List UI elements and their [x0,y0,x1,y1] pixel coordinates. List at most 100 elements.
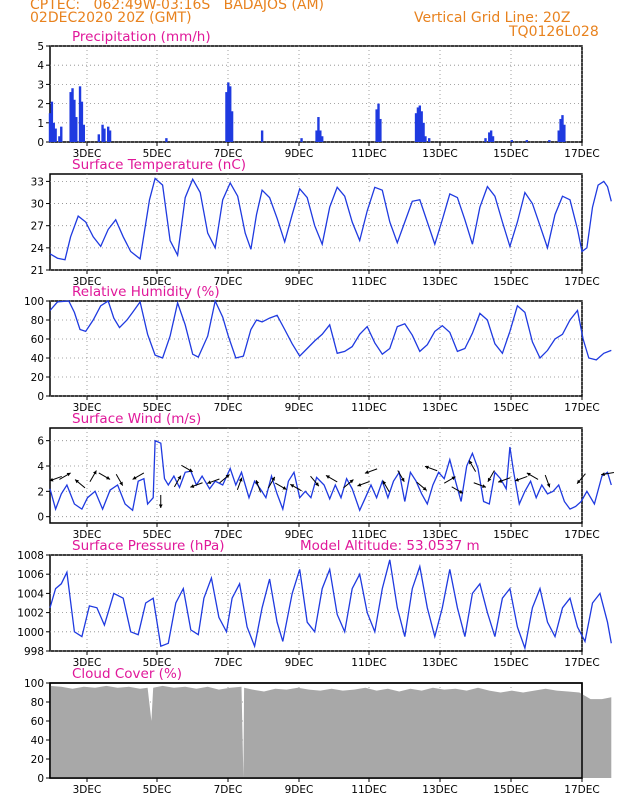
y-tick-label: 3 [37,79,44,91]
panel-frame [49,45,583,143]
x-tick-label: 9DEC [285,148,314,160]
precip-bar [227,82,230,142]
panel-press [46,554,612,655]
wind-arrow [190,482,203,488]
panel-annotation: Model Altitude: 53.0537 m [300,538,480,554]
wind-arrow-head [66,472,71,477]
y-tick-label: 33 [31,176,44,188]
y-tick-label: 1004 [17,588,44,600]
x-tick-label: 11DEC [351,784,386,796]
y-tick-label: 1006 [17,569,44,581]
x-tick-label: 15DEC [493,402,528,414]
wind-arrow-head [458,489,463,494]
wind-arrow [89,470,97,483]
x-tick-label: 15DEC [493,657,528,669]
y-tick-label: 20 [31,754,44,766]
precip-bar [424,136,427,142]
precip-bar [101,124,104,142]
precip-bar [60,126,63,142]
wind-arrow-head [357,482,362,487]
precip-bar [422,122,425,142]
y-tick-label: 21 [31,265,44,277]
panel-wind [46,427,615,527]
x-tick-label: 13DEC [422,148,457,160]
panel-title: Surface Pressure (hPa) [72,538,225,554]
x-tick-label: 11DEC [351,657,386,669]
y-tick-label: 80 [31,697,44,709]
wind-arrow-head [349,479,354,484]
wind-arrow-head [469,460,473,465]
panel-frame [49,427,583,524]
x-tick-label: 13DEC [422,657,457,669]
wind-arrow-head [487,477,492,482]
y-tick-label: 2 [37,99,44,111]
precip-bar [260,130,264,142]
wind-arrow [158,494,163,508]
panel-title: Surface Temperature (nC) [72,157,246,173]
x-tick-label: 11DEC [351,276,386,288]
precip-bar [71,88,74,142]
wind-arrow-head [451,476,456,481]
wind-arrow [514,475,528,482]
y-tick-label: 40 [31,353,44,365]
precip-bar [165,138,168,142]
precip-bar [80,101,84,142]
wind-arrow [473,482,487,488]
x-tick-label: 5DEC [143,657,172,669]
series-line [49,439,612,513]
wind-arrow [382,480,390,493]
wind-arrow-head [422,486,427,491]
wind-arrow [59,472,71,480]
x-tick-label: 5DEC [143,276,172,288]
precip-bar [69,92,72,142]
wind-arrow-head [601,472,605,477]
wind-arrow [219,474,230,484]
x-tick-label: 3DEC [73,784,102,796]
wind-arrow-head [526,472,531,477]
wind-arrow-head [325,475,330,479]
wind-arrow [236,477,243,491]
wind-arrow [181,464,193,473]
x-tick-label: 17DEC [564,784,599,796]
x-tick-label: 13DEC [422,784,457,796]
x-tick-label: 11DEC [351,402,386,414]
precip-bar [315,130,318,142]
precip-bar [52,122,55,142]
wind-arrow-head [515,477,520,482]
wind-arrow [601,471,615,477]
precip-bar [563,124,566,142]
wind-arrow-head [400,477,405,482]
y-tick-label: 0 [37,773,44,785]
y-tick-label: 40 [31,735,44,747]
panel-rh [46,298,612,400]
wind-arrow-head [177,475,181,480]
wind-arrow [343,479,354,489]
precip-bar [48,113,52,142]
wind-arrow [74,479,86,489]
precip-bar [317,117,320,142]
panel-frame [49,554,583,652]
panel-title: Surface Wind (m/s) [72,411,201,427]
wind-arrow [487,470,495,483]
wind-arrow-head [546,483,551,488]
x-tick-label: 17DEC [564,276,599,288]
x-tick-label: 9DEC [285,657,314,669]
precip-bar [414,113,418,142]
precip-bar [484,138,487,142]
precip-bar [225,92,228,142]
precip-bar [103,128,106,142]
precip-bar [525,140,529,142]
wind-arrow [498,477,511,483]
wind-arrow-head [188,468,193,472]
y-tick-label: 80 [31,315,44,327]
y-tick-label: 0 [37,391,44,403]
panel-title: Relative Humidity (%) [72,284,220,300]
precip-bar [379,118,382,142]
wind-arrow [397,470,405,483]
wind-arrow-head [238,477,243,482]
precip-bar [377,103,380,142]
x-tick-label: 9DEC [285,784,314,796]
x-tick-label: 11DEC [351,529,386,541]
station-title: CPTEC: 062:49W-03:16S BADAJOS (AM) [30,0,324,13]
